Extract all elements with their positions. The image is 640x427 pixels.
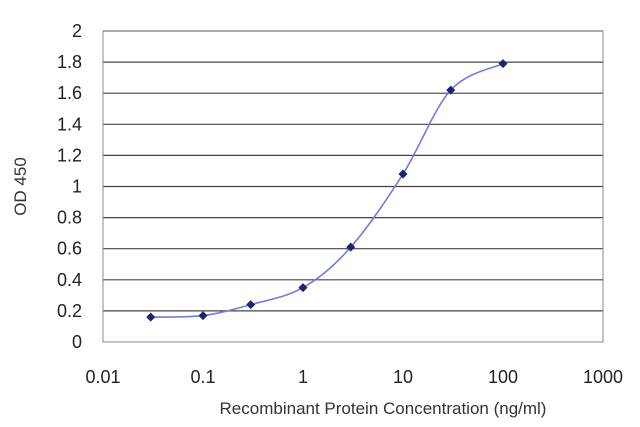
x-axis-title: Recombinant Protein Concentration (ng/ml… <box>220 399 547 418</box>
y-tick-label: 0.6 <box>57 239 82 259</box>
x-tick-label: 0.1 <box>190 367 215 387</box>
y-tick-label: 0.2 <box>57 301 82 321</box>
series-group <box>146 59 508 322</box>
series-line <box>150 62 504 318</box>
x-tick-label: 10 <box>393 367 413 387</box>
y-tick-label: 0 <box>72 332 82 352</box>
y-tick-label: 1 <box>72 177 82 197</box>
x-tick-label: 1000 <box>583 367 623 387</box>
y-axis-title: OD 450 <box>11 157 30 216</box>
y-tick-label: 2 <box>72 21 82 41</box>
x-tick-label: 100 <box>488 367 518 387</box>
data-point-marker <box>446 85 456 95</box>
y-tick-label: 1.6 <box>57 83 82 103</box>
data-point-marker <box>198 311 208 321</box>
y-tick-label: 1.4 <box>57 114 82 134</box>
data-point-marker <box>398 169 408 179</box>
y-tick-label: 0.8 <box>57 208 82 228</box>
data-point-marker <box>346 242 356 252</box>
plot-area <box>102 30 604 343</box>
y-axis-ticks: 0 0.2 0.4 0.6 0.8 1 1.2 1.4 1.6 1.8 2 <box>57 21 82 352</box>
x-axis-ticks: 0.01 0.1 1 10 100 1000 <box>85 367 623 387</box>
x-tick-label: 1 <box>298 367 308 387</box>
data-point-marker <box>246 300 256 310</box>
y-tick-label: 1.2 <box>57 145 82 165</box>
grid <box>103 30 603 312</box>
y-tick-label: 1.8 <box>57 52 82 72</box>
y-tick-label: 0.4 <box>57 270 82 290</box>
data-point-marker <box>298 283 308 293</box>
data-point-marker <box>498 59 508 69</box>
data-point-marker <box>146 312 156 322</box>
x-tick-label: 0.01 <box>85 367 120 387</box>
